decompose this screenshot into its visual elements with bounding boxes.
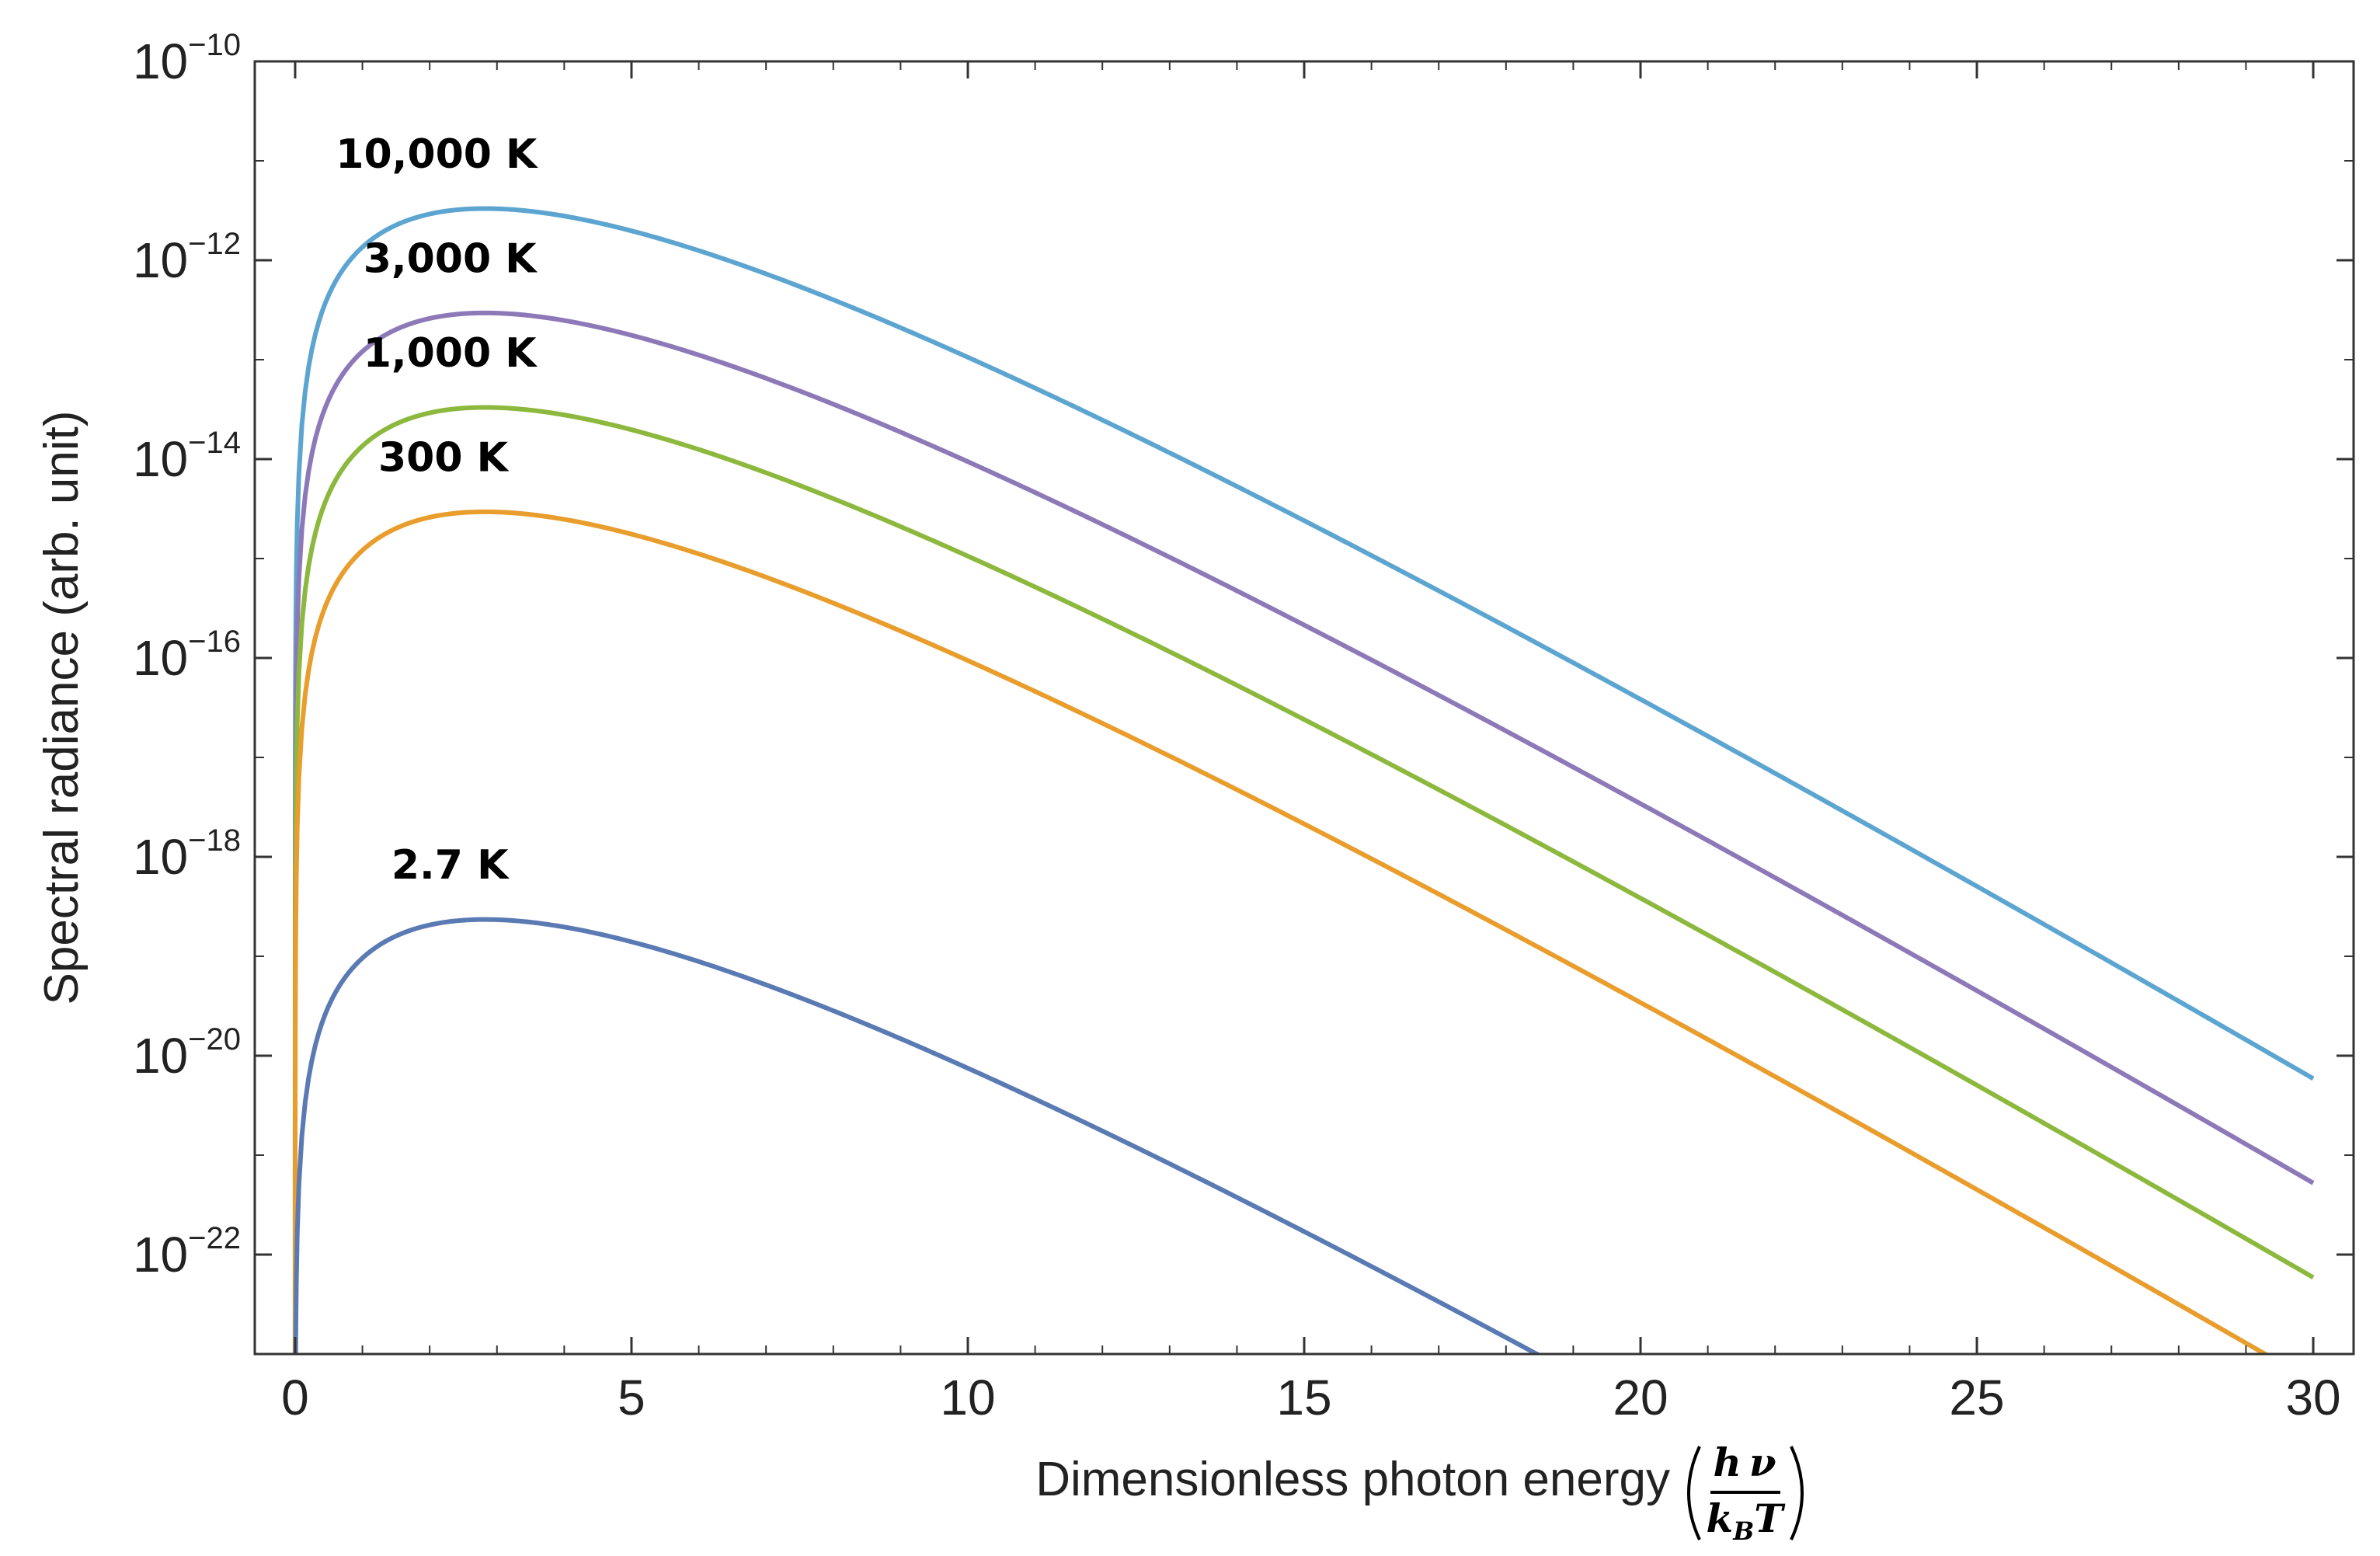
x-axis-title: Dimensionless photon energy h ν kBT (1035, 1439, 1804, 1546)
y-tick-label: 10−18 (133, 823, 241, 885)
series-layer (292, 206, 2315, 1354)
y-tick-label: 10−12 (133, 227, 241, 288)
y-tick-base: 10 (133, 431, 188, 487)
x-tick-label: 5 (618, 1370, 645, 1425)
x-tick-label: 0 (281, 1370, 309, 1425)
y-tick-base: 10 (133, 630, 188, 686)
series-line (292, 509, 2270, 1354)
series-label: 300 K (378, 434, 510, 481)
x-tick-label: 10 (940, 1370, 995, 1425)
y-tick-base: 10 (133, 33, 188, 89)
label-layer: 0 5 10 15 20 25 3010−1010−1210−1410−1610−1810−… (133, 28, 2341, 1425)
y-tick-label: 10−16 (133, 625, 241, 686)
y-tick-exponent: −16 (188, 625, 241, 659)
y-tick-exponent: −22 (188, 1221, 241, 1255)
denominator-sub: B (1732, 1516, 1754, 1546)
denominator-k: k (1707, 1495, 1734, 1541)
x-tick-label: 30 (2285, 1370, 2340, 1425)
y-tick-base: 10 (133, 829, 188, 885)
series-line (292, 310, 2315, 1354)
y-tick-exponent: −18 (188, 823, 241, 858)
series-line (292, 405, 2315, 1354)
fraction-numerator: h ν (1713, 1439, 1776, 1485)
series-label: 3,000 K (364, 235, 538, 282)
y-axis-title: Spectral radiance (arb. unit) (35, 410, 89, 1004)
x-axis-title-text: Dimensionless photon energy (1035, 1453, 1670, 1506)
x-tick-label: 25 (1949, 1370, 2004, 1425)
fraction-denominator: kBT (1707, 1495, 1787, 1546)
right-paren (1790, 1446, 1804, 1540)
series-label: 10,000 K (336, 131, 538, 178)
y-tick-label: 10−20 (133, 1022, 241, 1084)
y-tick-base: 10 (133, 1227, 188, 1283)
series-label: 2.7 K (391, 842, 510, 889)
y-tick-exponent: −20 (188, 1022, 241, 1056)
y-tick-exponent: −14 (188, 426, 241, 460)
y-tick-base: 10 (133, 232, 188, 288)
series-line (293, 917, 1542, 1354)
x-tick-label: 15 (1276, 1370, 1331, 1425)
y-tick-label: 10−22 (133, 1221, 241, 1283)
y-tick-label: 10−14 (133, 426, 241, 487)
denominator-T: T (1754, 1495, 1786, 1541)
left-paren (1687, 1446, 1701, 1540)
y-tick-exponent: −12 (188, 227, 241, 261)
y-tick-exponent: −10 (188, 28, 241, 62)
x-tick-label: 20 (1613, 1370, 1668, 1425)
y-tick-label: 10−10 (133, 28, 241, 89)
tick-layer (255, 60, 2354, 1355)
series-line (292, 206, 2315, 1354)
series-label: 1,000 K (364, 330, 538, 377)
y-tick-base: 10 (133, 1028, 188, 1084)
